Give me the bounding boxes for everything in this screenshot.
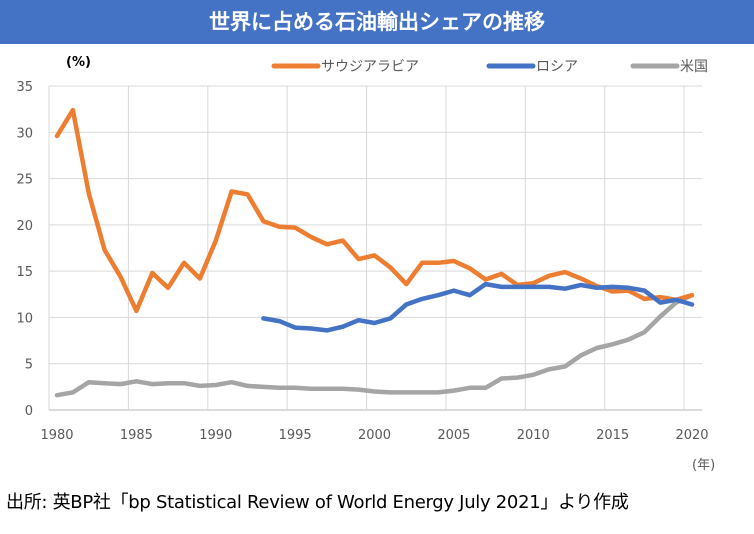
x-tick-label: 2015 [596, 428, 629, 443]
y-axis-ticks: 0 5 10 15 20 25 30 35 [16, 80, 33, 419]
y-tick-label: 15 [16, 265, 33, 280]
x-tick-label: 1990 [199, 428, 232, 443]
x-tick-label: 2005 [437, 428, 470, 443]
legend-item: 米国 [630, 59, 708, 75]
chart-title: 世界に占める石油輸出シェアの推移 [0, 0, 754, 44]
x-tick-label: 2020 [675, 428, 708, 443]
x-tick-label: 2010 [517, 428, 550, 443]
series-line-saudi-arabia [54, 107, 695, 314]
series-lines [54, 107, 695, 398]
x-tick-label: 1980 [40, 428, 73, 443]
legend: サウジアラビア ロシア 米国 [271, 59, 708, 75]
legend-item: サウジアラビア [271, 59, 419, 75]
legend-item: ロシア [486, 59, 578, 75]
y-tick-label: 25 [16, 173, 33, 188]
series-line-russia [261, 281, 695, 333]
y-tick-label: 5 [25, 358, 33, 373]
y-tick-label: 30 [16, 126, 33, 141]
source-note: 出所: 英BP社「bp Statistical Review of World … [6, 492, 629, 513]
y-tick-label: 10 [16, 311, 33, 326]
x-axis-label: (年) [692, 458, 715, 473]
y-axis-label: (%) [66, 55, 91, 70]
series-line-usa [54, 292, 695, 398]
x-tick-label: 1985 [120, 428, 153, 443]
x-tick-label: 2000 [358, 428, 391, 443]
legend-label: ロシア [536, 59, 578, 75]
x-tick-label: 1995 [279, 428, 312, 443]
x-axis-ticks: 1980 1985 1990 1995 2000 2005 2010 2015 2020 [40, 428, 708, 443]
y-tick-label: 0 [25, 404, 33, 419]
gridlines [48, 85, 702, 411]
legend-label: サウジアラビア [321, 59, 419, 75]
y-tick-label: 35 [16, 80, 33, 95]
y-tick-label: 20 [16, 219, 33, 234]
legend-label: 米国 [680, 59, 708, 75]
line-chart: 0 5 10 15 20 25 30 35 1980 1985 1990 1995 2000 2005 2… [16, 55, 715, 473]
